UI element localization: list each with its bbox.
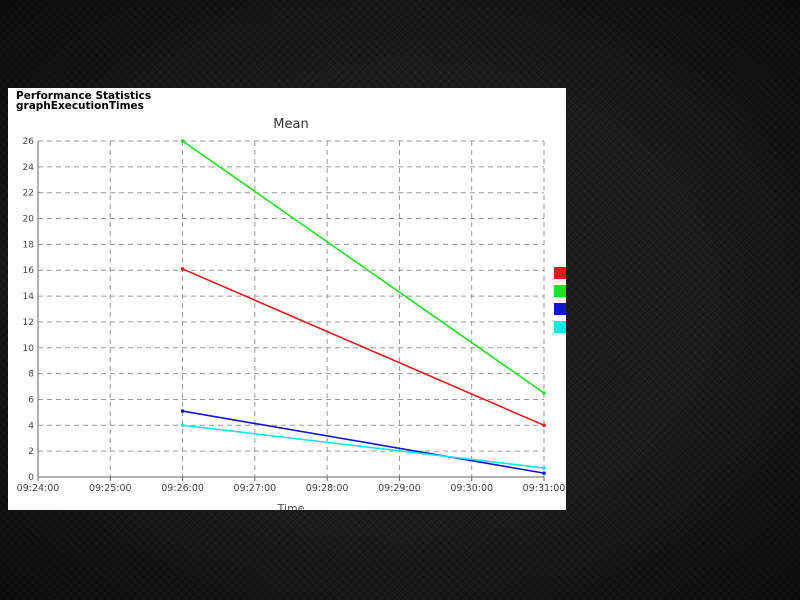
y-tick-label: 16	[23, 266, 35, 276]
x-tick-label: 09:28:00	[306, 483, 349, 494]
data-point	[180, 423, 185, 428]
chart-panel: Performance Statistics graphExecutionTim…	[8, 88, 566, 510]
x-tick-label: 09:26:00	[161, 483, 204, 494]
series-line	[182, 268, 545, 427]
chart-title: Mean	[273, 117, 308, 132]
panel-subtitle: graphExecutionTimes	[16, 100, 144, 112]
legend-swatch	[554, 285, 566, 297]
x-tick-label: 09:31:00	[523, 483, 566, 494]
y-tick-label: 26	[23, 137, 35, 147]
grid	[38, 140, 545, 477]
data-point	[180, 139, 185, 143]
x-axis-label: Time	[277, 502, 305, 510]
y-tick-label: 2	[28, 447, 34, 457]
data-point	[542, 391, 546, 395]
y-tick-label: 6	[28, 395, 34, 405]
series-line	[182, 410, 545, 474]
y-tick-label: 20	[23, 215, 35, 225]
data-point	[180, 267, 185, 271]
panel-title: Performance Statistics	[16, 90, 152, 102]
x-tick-label: 09:30:00	[450, 483, 493, 494]
data-point	[542, 466, 546, 470]
x-tick-label: 09:25:00	[89, 483, 132, 494]
y-tick-label: 18	[23, 240, 35, 250]
y-tick-label: 14	[23, 292, 35, 302]
data-point	[542, 471, 546, 475]
y-tick-label: 24	[23, 163, 35, 173]
y-tick-label: 12	[23, 318, 34, 328]
data-point	[180, 409, 185, 413]
legend-swatch	[554, 321, 566, 333]
data-point	[542, 423, 546, 428]
x-tick-label: 09:24:00	[17, 483, 60, 494]
y-tick-label: 0	[28, 473, 34, 483]
legend: AUTHENTICATECREATE_TICKET_GRANTING_TICKE…	[554, 267, 566, 333]
series-line	[182, 140, 545, 394]
series-line	[182, 424, 545, 469]
y-tick-label: 8	[28, 370, 34, 380]
y-tick-label: 22	[23, 189, 34, 199]
series-group	[180, 139, 546, 475]
legend-swatch	[554, 267, 566, 279]
y-tick-label: 4	[28, 421, 34, 431]
line-chart: Mean Time 0246810121416182022242609:24:0…	[17, 117, 566, 510]
x-tick-label: 09:27:00	[234, 483, 277, 494]
y-tick-label: 10	[23, 344, 35, 354]
x-tick-label: 09:29:00	[378, 483, 421, 494]
legend-swatch	[554, 303, 566, 315]
